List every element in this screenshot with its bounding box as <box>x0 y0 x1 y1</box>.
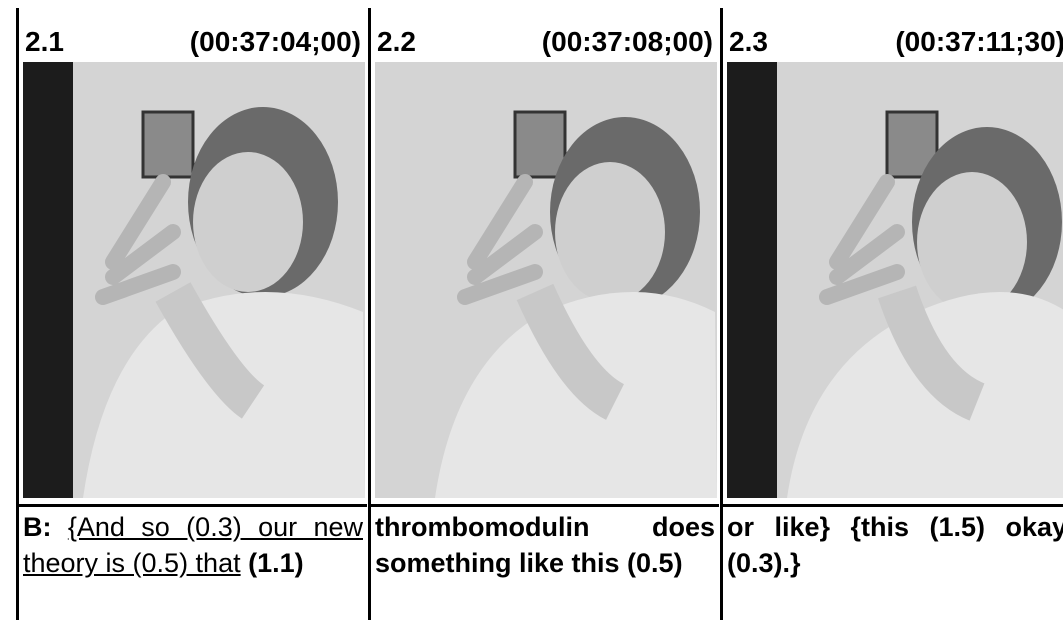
transcript: or like} {this (1.5) okay (0.3).} <box>723 504 1063 583</box>
panel: 2.1 (00:37:04;00) B: {And so (0.3) our ne… <box>16 8 367 620</box>
panel-header: 2.1 (00:37:04;00) <box>25 26 361 66</box>
panel-number: 2.3 <box>729 26 768 58</box>
photo <box>727 62 1063 498</box>
timecode: (00:37:08;00) <box>542 26 713 58</box>
timecode: (00:37:11;30) <box>895 26 1063 58</box>
panel-header: 2.2 (00:37:08;00) <box>377 26 713 66</box>
transcript-segment: (1.1) <box>248 548 304 578</box>
panel: 2.3 (00:37:11;30) or like} {this (1.5) ok… <box>720 8 1063 620</box>
transcript-segment: or like} {this (1.5) okay (0.3).} <box>727 512 1063 578</box>
timecode: (00:37:04;00) <box>190 26 361 58</box>
photo <box>23 62 365 498</box>
transcript: thrombomodulin does something like this … <box>371 504 719 583</box>
transcript-segment: {And so (0.3) our new theory is (0.5) th… <box>23 512 363 578</box>
transcript: B: {And so (0.3) our new theory is (0.5)… <box>19 504 367 583</box>
panel: 2.2 (00:37:08;00) thrombomodulin does som… <box>368 8 719 620</box>
figure: 2.1 (00:37:04;00) B: {And so (0.3) our ne… <box>0 0 1063 628</box>
panel-header: 2.3 (00:37:11;30) <box>729 26 1063 66</box>
panel-number: 2.1 <box>25 26 64 58</box>
transcript-segment: B: <box>23 512 52 542</box>
transcript-segment: thrombomodulin does something like this … <box>375 512 715 578</box>
photo <box>375 62 717 498</box>
panel-number: 2.2 <box>377 26 416 58</box>
